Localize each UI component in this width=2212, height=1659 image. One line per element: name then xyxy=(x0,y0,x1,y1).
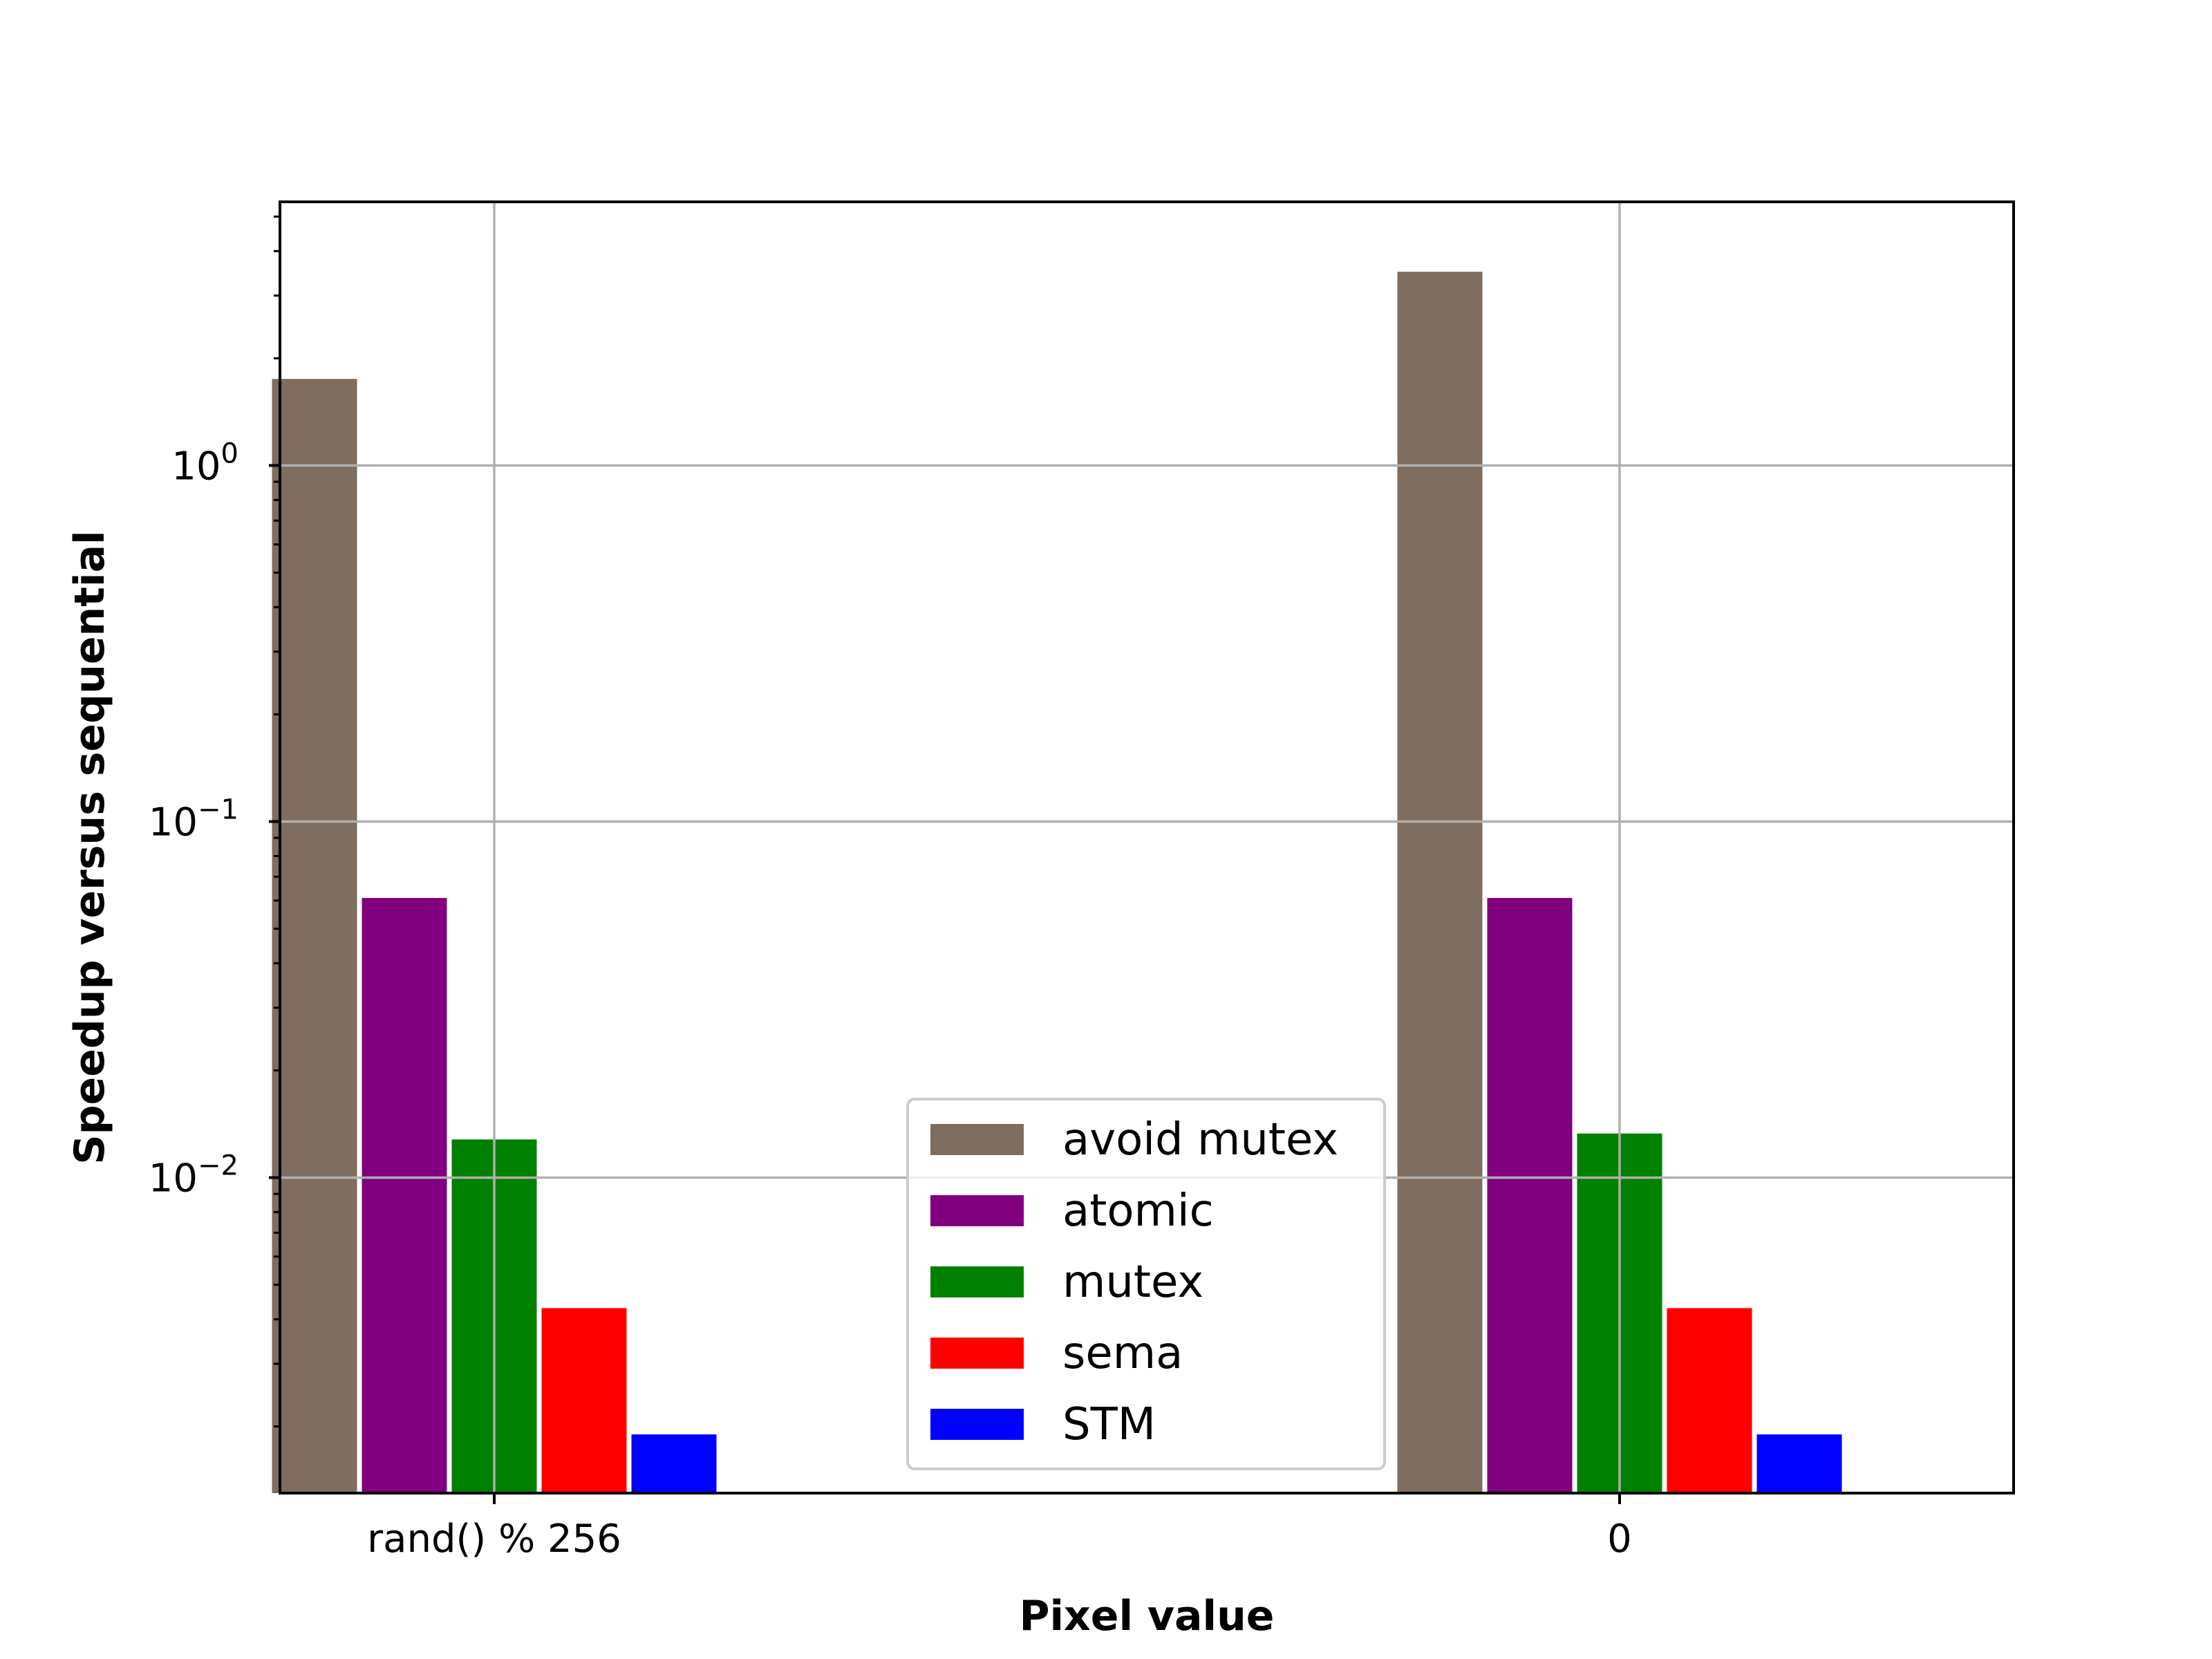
bar xyxy=(631,1434,717,1493)
x-axis: rand() % 256 0 xyxy=(367,1493,1632,1562)
legend-label: STM xyxy=(1062,1399,1156,1450)
legend-swatch xyxy=(930,1124,1024,1155)
bar xyxy=(1756,1434,1842,1493)
bar xyxy=(1667,1308,1752,1493)
legend-label: atomic xyxy=(1062,1185,1214,1237)
legend-swatch xyxy=(930,1195,1024,1226)
x-axis-label: Pixel value xyxy=(1020,1592,1275,1640)
y-axis: 10−2 10−1 100 xyxy=(149,215,280,1428)
y-tick-label: 100 xyxy=(171,438,238,489)
bar xyxy=(272,379,357,1493)
bar xyxy=(362,898,447,1493)
legend-swatch xyxy=(930,1409,1024,1440)
legend-box xyxy=(906,1098,1386,1470)
y-tick-label: 10−2 xyxy=(149,1150,238,1201)
legend-swatch xyxy=(930,1338,1024,1369)
x-tick-label: 0 xyxy=(1607,1517,1632,1562)
bar xyxy=(1397,272,1483,1494)
legend-swatch xyxy=(930,1266,1024,1297)
y-axis-label: Speedup versus sequential xyxy=(66,530,114,1164)
x-tick-label: rand() % 256 xyxy=(367,1517,621,1562)
legend-label: avoid mutex xyxy=(1062,1114,1338,1165)
bars xyxy=(272,272,1842,1494)
legend-label: sema xyxy=(1062,1328,1183,1379)
legend: avoid mutex atomic mutex sema STM xyxy=(906,1098,1386,1470)
bar xyxy=(1487,898,1573,1493)
y-tick-label: 10−1 xyxy=(149,794,238,845)
plot-frame xyxy=(279,200,2015,1494)
bar xyxy=(541,1308,627,1493)
legend-label: mutex xyxy=(1062,1257,1203,1308)
